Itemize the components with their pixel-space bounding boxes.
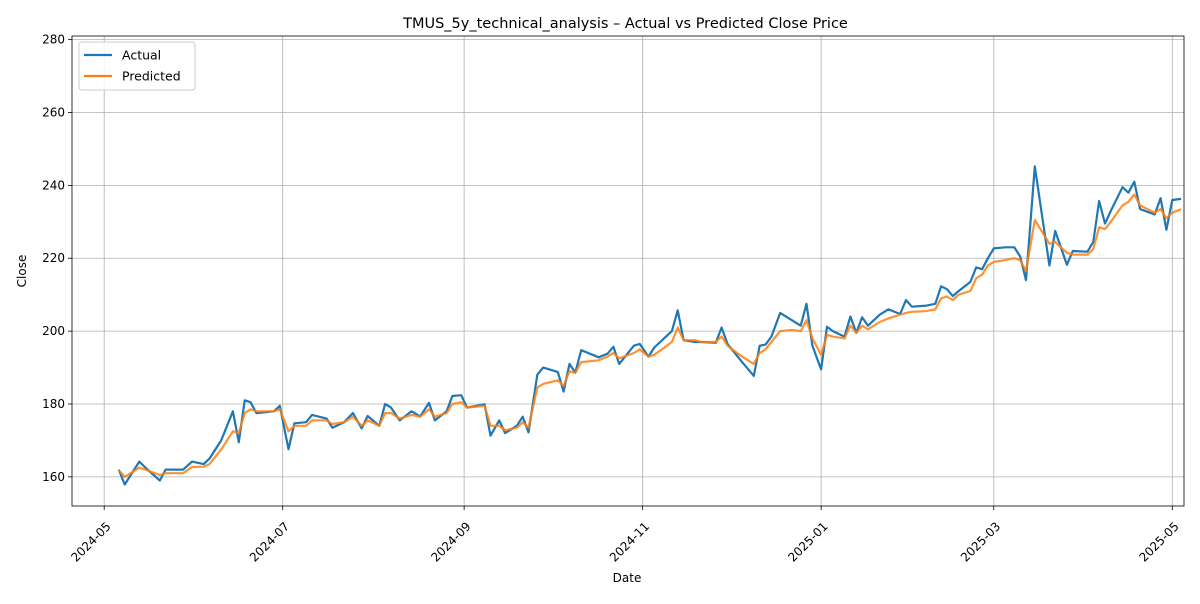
y-tick: 240 (42, 178, 72, 192)
series-line-actual (117, 165, 1182, 486)
plot-frame (71, 35, 1185, 507)
y-tick-label: 160 (42, 470, 65, 484)
series-line-predicted (117, 193, 1182, 478)
y-tick-label: 280 (42, 33, 65, 47)
legend: Actual Predicted (78, 41, 196, 91)
legend-label-predicted: Predicted (122, 69, 181, 84)
grid (72, 36, 1184, 506)
y-tick-label: 220 (42, 251, 65, 265)
y-axis: 160 180 200 220 240 260 280 (42, 33, 72, 484)
x-axis-label: Date (613, 571, 642, 585)
legend-label-actual: Actual (122, 48, 161, 63)
y-axis-label: Close (15, 255, 29, 288)
y-tick: 260 (42, 106, 72, 120)
y-tick-label: 240 (42, 178, 65, 192)
y-tick-label: 200 (42, 324, 65, 338)
series-lines (117, 165, 1182, 486)
y-tick: 180 (42, 397, 72, 411)
y-tick-label: 180 (42, 397, 65, 411)
y-tick: 220 (42, 251, 72, 265)
y-tick: 280 (42, 33, 72, 47)
chart-title: TMUS_5y_technical_analysis – Actual vs P… (402, 16, 848, 32)
y-tick: 160 (42, 470, 72, 484)
y-tick: 200 (42, 324, 72, 338)
y-tick-label: 260 (42, 106, 65, 120)
